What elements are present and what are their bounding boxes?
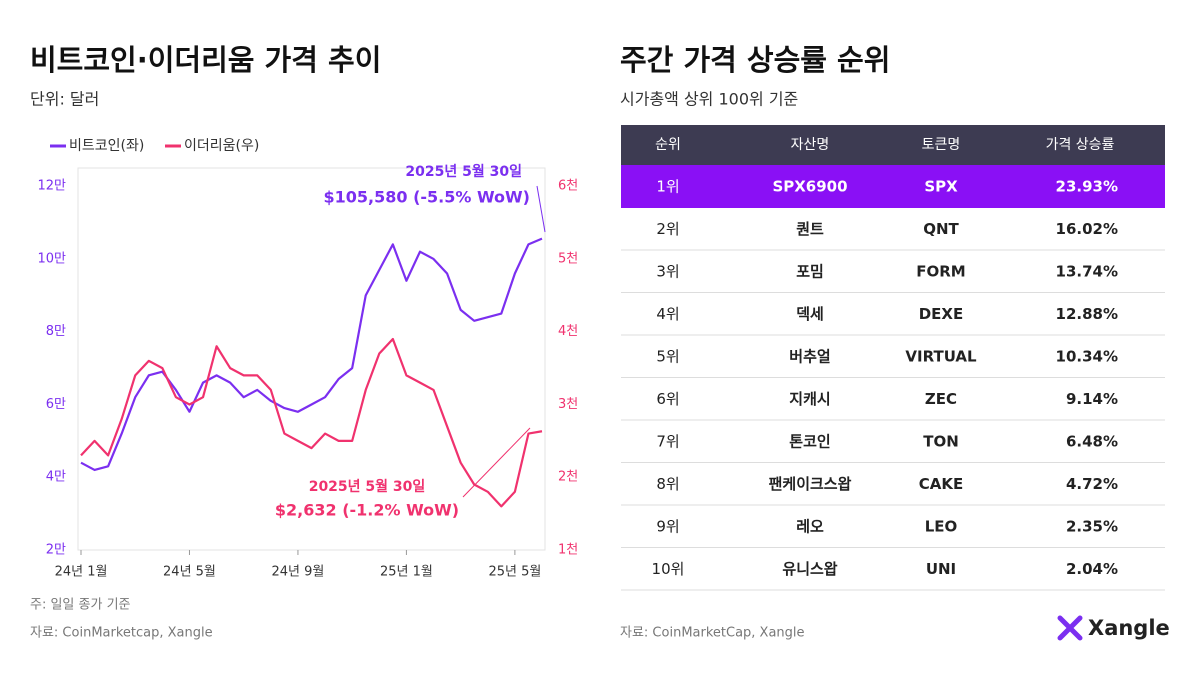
cell: LEO	[925, 518, 958, 536]
y2-tick-label: 6천	[558, 179, 578, 194]
cell: SPX	[924, 178, 958, 196]
cell: 팬케이크스왑	[769, 475, 852, 493]
y2-tick-label: 5천	[558, 251, 578, 266]
cell: 2위	[656, 220, 679, 238]
cell: 6위	[656, 390, 679, 408]
cell: 2.04%	[1066, 560, 1118, 578]
logo-text: Xangle	[1088, 616, 1170, 640]
cell: 톤코인	[789, 433, 830, 451]
x-tick-label: 25년 1월	[380, 565, 433, 580]
cell: UNI	[926, 560, 956, 578]
column-header: 자산명	[791, 137, 830, 153]
line-series	[80, 237, 543, 472]
cell: CAKE	[919, 475, 964, 493]
cell: FORM	[916, 263, 965, 281]
cell: ZEC	[925, 390, 957, 408]
cell: 16.02%	[1056, 220, 1118, 238]
cell: 12.88%	[1056, 305, 1118, 323]
logo: Xangle	[1057, 615, 1170, 641]
table-header-bg	[621, 125, 1165, 165]
x-tick-label: 24년 9월	[272, 565, 325, 580]
source: 자료: CoinMarketcap, Xangle	[30, 626, 213, 641]
y2-tick-label: 1천	[558, 543, 578, 558]
y-tick-label: 10만	[37, 251, 66, 266]
x-tick-label: 25년 5월	[488, 565, 541, 580]
plot-frame	[77, 167, 546, 551]
annotation: 2025년 5월 30일	[309, 478, 426, 495]
cell: 포밈	[796, 263, 824, 281]
column-header: 토큰명	[922, 137, 961, 153]
legend-label: 비트코인(좌)	[69, 138, 144, 154]
cell: 10위	[652, 560, 685, 578]
y-tick-label: 6만	[46, 397, 66, 412]
line-series	[80, 337, 543, 508]
cell: DEXE	[919, 305, 964, 323]
cell: 5위	[656, 348, 679, 366]
y-tick-label: 8만	[46, 324, 66, 339]
cell: 4.72%	[1066, 475, 1118, 493]
cell: 레오	[796, 518, 824, 536]
y2-tick-label: 3천	[558, 397, 578, 412]
table-source: 자료: CoinMarketCap, Xangle	[620, 626, 805, 641]
cell: 6.48%	[1066, 433, 1118, 451]
cell: 8위	[656, 475, 679, 493]
cell: QNT	[923, 220, 959, 238]
annotation: $2,632 (-1.2% WoW)	[275, 501, 459, 520]
cell: VIRTUAL	[905, 348, 977, 366]
y-tick-label: 2만	[46, 543, 66, 558]
column-header: 가격 상승률	[1046, 137, 1115, 153]
annotation: 2025년 5월 30일	[405, 163, 522, 180]
cell: 7위	[656, 433, 679, 451]
cell: TON	[923, 433, 959, 451]
annotation: $105,580 (-5.5% WoW)	[323, 188, 530, 207]
y2-tick-label: 4천	[558, 324, 578, 339]
chart-subtitle: 단위: 달러	[30, 90, 99, 109]
cell: 23.93%	[1056, 178, 1118, 196]
x-tick-label: 24년 5월	[163, 565, 216, 580]
legend-label: 이더리움(우)	[184, 138, 259, 154]
x-tick-label: 24년 1월	[55, 565, 108, 580]
table-title: 주간 가격 상승률 순위	[620, 43, 890, 77]
note: 주: 일일 종가 기준	[30, 598, 131, 613]
cell: 4위	[656, 305, 679, 323]
cell: SPX6900	[772, 178, 847, 196]
cell: 9.14%	[1066, 390, 1118, 408]
highlight-row	[621, 165, 1165, 208]
annotation-line	[462, 427, 531, 498]
chart-title: 비트코인·이더리움 가격 추이	[30, 43, 381, 77]
table-subtitle: 시가총액 상위 100위 기준	[620, 90, 798, 109]
annotation-line	[536, 185, 546, 233]
y2-tick-label: 2천	[558, 470, 578, 485]
cell: 2.35%	[1066, 518, 1118, 536]
cell: 13.74%	[1056, 263, 1118, 281]
cell: 10.34%	[1056, 348, 1118, 366]
cell: 지캐시	[789, 390, 830, 408]
cell: 퀀트	[796, 220, 824, 238]
cell: 1위	[656, 178, 679, 196]
y-tick-label: 12만	[37, 179, 66, 194]
column-header: 순위	[655, 137, 681, 153]
cell: 9위	[656, 518, 679, 536]
y-tick-label: 4만	[46, 470, 66, 485]
cell: 3위	[656, 263, 679, 281]
cell: 버추얼	[789, 348, 830, 366]
cell: 덱세	[796, 305, 824, 323]
cell: 유니스왑	[782, 560, 837, 578]
